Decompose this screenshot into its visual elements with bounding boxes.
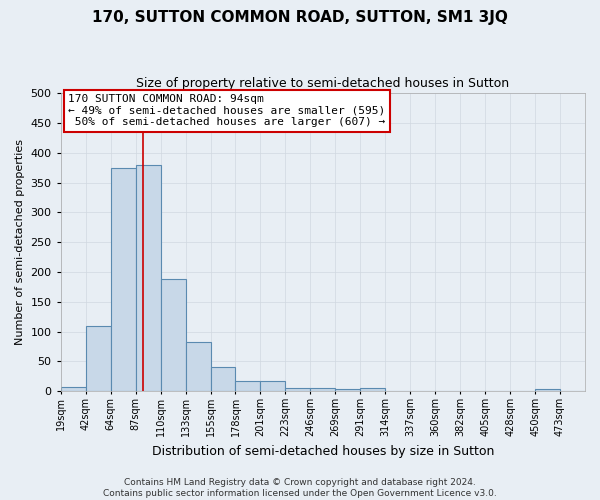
Title: Size of property relative to semi-detached houses in Sutton: Size of property relative to semi-detach…	[136, 78, 509, 90]
Bar	[110, 168, 136, 391]
Bar	[185, 342, 211, 391]
Bar	[310, 388, 335, 391]
Bar	[136, 164, 161, 391]
Bar	[235, 381, 260, 391]
Bar	[361, 388, 385, 391]
Bar	[286, 388, 310, 391]
Bar	[535, 389, 560, 391]
X-axis label: Distribution of semi-detached houses by size in Sutton: Distribution of semi-detached houses by …	[152, 444, 494, 458]
Text: 170, SUTTON COMMON ROAD, SUTTON, SM1 3JQ: 170, SUTTON COMMON ROAD, SUTTON, SM1 3JQ	[92, 10, 508, 25]
Text: Contains HM Land Registry data © Crown copyright and database right 2024.
Contai: Contains HM Land Registry data © Crown c…	[103, 478, 497, 498]
Text: 170 SUTTON COMMON ROAD: 94sqm
← 49% of semi-detached houses are smaller (595)
 5: 170 SUTTON COMMON ROAD: 94sqm ← 49% of s…	[68, 94, 385, 128]
Bar	[335, 390, 361, 391]
Bar	[211, 368, 235, 391]
Bar	[86, 326, 110, 391]
Y-axis label: Number of semi-detached properties: Number of semi-detached properties	[15, 139, 25, 345]
Bar	[260, 380, 286, 391]
Bar	[61, 387, 86, 391]
Bar	[161, 279, 185, 391]
